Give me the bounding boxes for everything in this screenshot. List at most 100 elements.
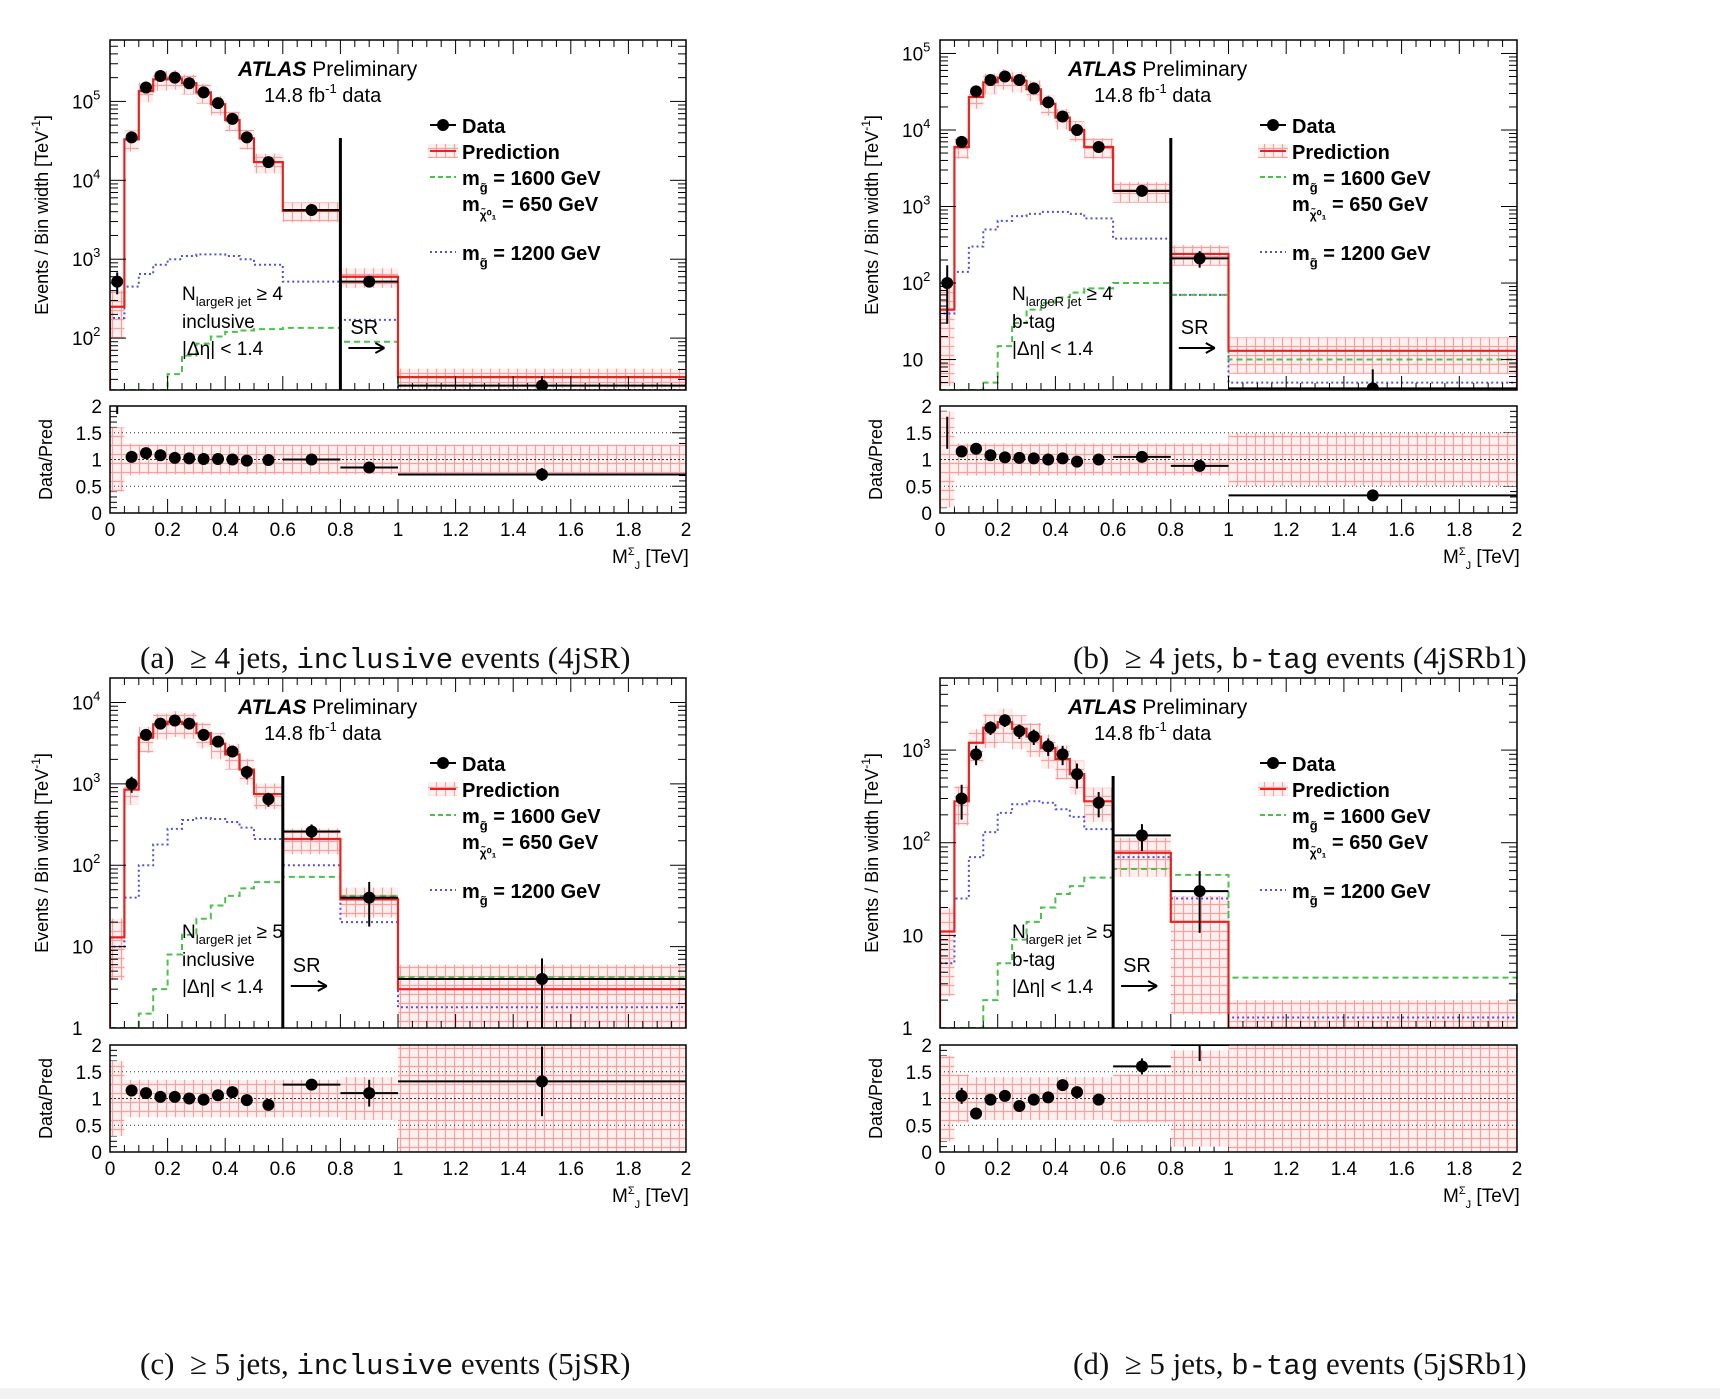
ratio-pad: [110, 1045, 686, 1152]
ratio-point: [998, 1089, 1011, 1102]
ratio-frame: [109, 405, 687, 514]
data-point: [1013, 725, 1026, 738]
region-label-njet: NlargeR jet ≥ 4: [1012, 284, 1113, 309]
caption-d: (d) ≥ 5 jets, b-tag events (5jSRb1): [1073, 1346, 1527, 1383]
legend-label-2: mχ̃⁰₁ = 650 GeV: [462, 194, 599, 222]
legend-label: mg̃ = 1200 GeV: [1292, 243, 1431, 270]
ratio-y-tick-label: 0: [921, 1143, 932, 1164]
caption-rest: events (5jSRb1): [1325, 1346, 1527, 1381]
x-tick-label: 1.6: [558, 1159, 584, 1180]
ratio-y-tick-label: 1.5: [76, 1063, 102, 1084]
y-tick-label: 10: [72, 938, 93, 959]
ratio-point: [262, 454, 275, 467]
atlas-label: ATLAS Preliminary: [1067, 696, 1248, 719]
legend-label: Data: [1292, 116, 1336, 138]
ratio-point: [197, 1093, 210, 1106]
legend-label: mg̃ = 1200 GeV: [1292, 881, 1431, 908]
legend-data-marker: [1267, 757, 1279, 769]
data-point: [305, 825, 318, 838]
data-point: [363, 275, 376, 288]
x-tick-label: 1.6: [1388, 520, 1414, 541]
ratio-point: [240, 454, 253, 467]
ratio-point: [1056, 1079, 1069, 1092]
data-point: [154, 69, 167, 82]
x-tick-label: 0: [935, 520, 946, 541]
data-point: [1193, 252, 1206, 265]
bottom-strip: [0, 1388, 1720, 1399]
x-tick-label: 1.6: [558, 520, 584, 541]
x-tick-label: 1.4: [500, 520, 527, 541]
caption-jets: ≥ 5 jets,: [1124, 1346, 1224, 1381]
x-tick-label: 1: [1223, 1159, 1234, 1180]
x-tick-label: 1.8: [615, 1159, 641, 1180]
x-tick-label: 0.6: [1100, 520, 1126, 541]
data-point: [1056, 748, 1069, 761]
x-tick-label: 1.2: [1273, 1159, 1299, 1180]
ratio-point: [1013, 1099, 1026, 1112]
ratio-point: [998, 451, 1011, 464]
data-point: [140, 728, 152, 741]
ratio-point: [212, 1089, 224, 1102]
data-point: [1013, 74, 1026, 87]
ratio-point: [1042, 453, 1055, 466]
region-label-deta: |Δη| < 1.4: [182, 339, 264, 360]
legend-label: Data: [1292, 754, 1336, 776]
prediction-line: [940, 721, 1517, 1028]
data-point: [1193, 885, 1206, 898]
sr-arrow-head: [1205, 342, 1216, 354]
ratio-point: [984, 449, 997, 462]
lumi-label: 14.8 fb-1 data: [1094, 719, 1212, 745]
x-tick-label: 0.8: [327, 1159, 353, 1180]
x-tick-label: 0.8: [1158, 520, 1184, 541]
ratio-point: [212, 452, 224, 465]
ratio-y-axis-label: Data/Pred: [36, 419, 56, 500]
ratio-uncertainty-bin: [110, 1061, 125, 1136]
ratio-point: [154, 449, 167, 462]
y-tick-label: 1: [72, 1019, 83, 1040]
ratio-y-tick-label: 1.5: [906, 424, 932, 445]
ratio-frame: [939, 1044, 1518, 1153]
data-point: [262, 156, 275, 169]
ratio-point: [197, 452, 210, 465]
ratio-point: [240, 1094, 253, 1107]
data-point: [1056, 110, 1069, 123]
legend-label-2: mχ̃⁰₁ = 650 GeV: [462, 832, 599, 860]
ratio-uncertainty-bin: [110, 427, 125, 492]
x-tick-label: 2: [681, 520, 692, 541]
ratio-point: [305, 453, 318, 466]
ratio-pad: [110, 406, 686, 492]
ratio-point: [363, 1087, 376, 1100]
ratio-y-tick-label: 1: [921, 1090, 932, 1111]
data-point: [970, 85, 983, 98]
region-label-njet: NlargeR jet ≥ 5: [182, 922, 283, 947]
data-point: [998, 714, 1011, 727]
y-tick-label: 10: [902, 926, 923, 947]
data-point: [1092, 796, 1105, 809]
caption-mode: b-tag: [1231, 644, 1319, 677]
caption-jets: ≥ 4 jets,: [189, 640, 289, 675]
x-tick-label: 0.4: [1042, 520, 1069, 541]
ratio-y-tick-label: 2: [91, 397, 102, 418]
y-axis-label: Events / Bin width [TeV-1]: [859, 753, 882, 953]
data-point: [1135, 184, 1148, 197]
x-tick-label: 1: [393, 1159, 404, 1180]
y-tick-label: 102: [72, 324, 100, 350]
ratio-point: [1092, 1093, 1105, 1106]
y-tick-label: 103: [902, 736, 930, 762]
lumi-label: 14.8 fb-1 data: [264, 81, 382, 107]
region-label-mode: b-tag: [1012, 950, 1055, 971]
data-point: [240, 765, 253, 778]
x-tick-label: 0: [105, 1159, 116, 1180]
ratio-point: [168, 1090, 181, 1103]
ratio-point: [970, 1107, 983, 1120]
caption-jets: ≥ 5 jets,: [189, 1346, 289, 1381]
data-point: [183, 77, 196, 90]
x-tick-label: 0.8: [327, 520, 353, 541]
x-tick-label: 1: [1223, 520, 1234, 541]
legend-label-2: mχ̃⁰₁ = 650 GeV: [1292, 832, 1429, 860]
ratio-point: [970, 442, 983, 455]
y-tick-label: 105: [72, 87, 100, 113]
ratio-point: [955, 445, 968, 458]
